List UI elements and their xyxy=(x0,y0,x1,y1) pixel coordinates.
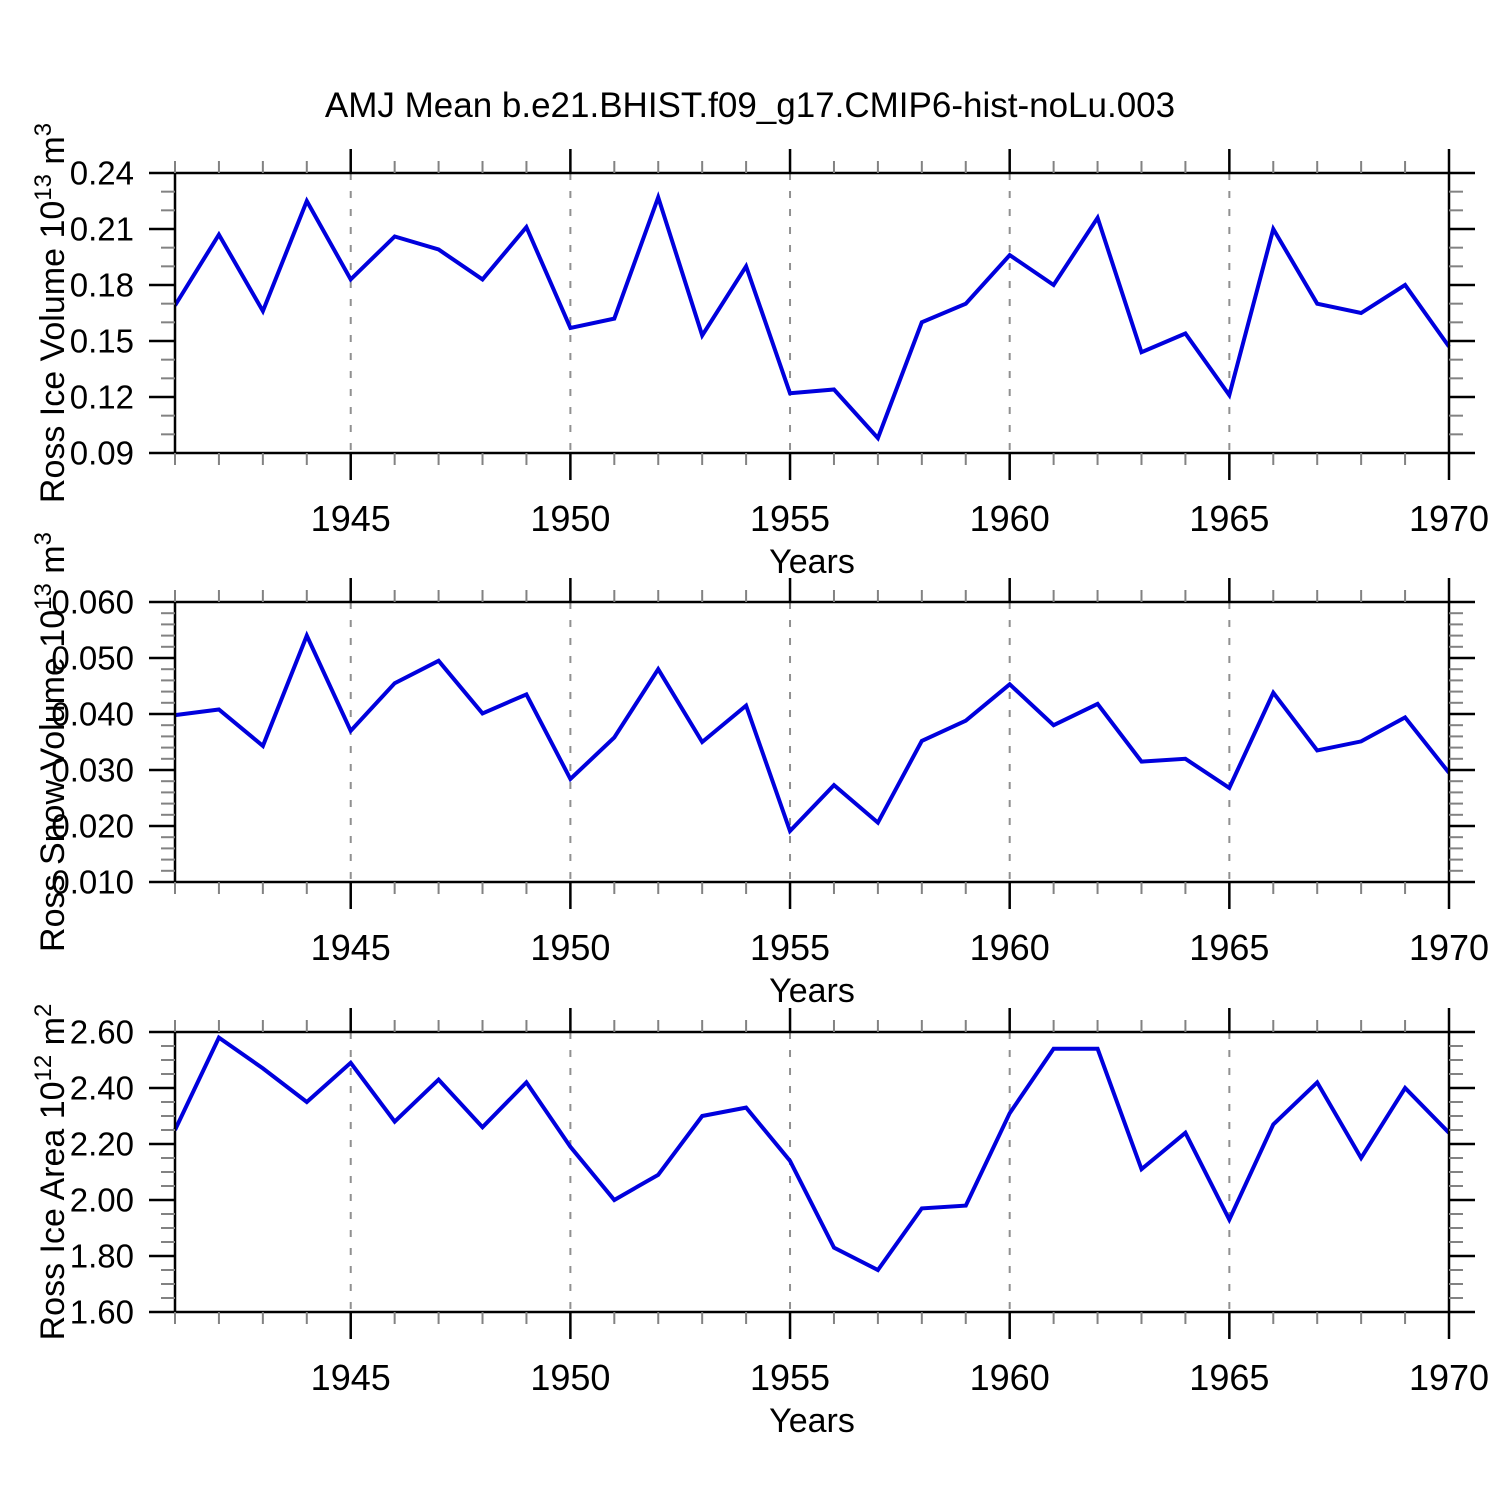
panel-ross-snow-volume: 0.010 0.020 0.030 0.040 0.050 0.060 1945 1950 19… xyxy=(30,532,1489,1010)
y-tick-label: 0.020 xyxy=(51,808,134,845)
x-axis-title: Years xyxy=(769,1402,855,1440)
figure-title: AMJ Mean b.e21.BHIST.f09_g17.CMIP6-hist-… xyxy=(324,86,1176,125)
x-tick-label: 1950 xyxy=(530,498,610,539)
x-tick-label: 1965 xyxy=(1189,498,1269,539)
y-tick-label: 0.09 xyxy=(70,435,134,472)
x-tick-label: 1945 xyxy=(311,927,391,968)
y-axis-title: Ross Ice Volume 1013 m3 xyxy=(30,123,72,503)
y-tick-label: 0.24 xyxy=(70,155,134,192)
x-tick-label: 1970 xyxy=(1409,498,1489,539)
y-tick-label: 0.030 xyxy=(51,752,134,789)
x-axis-title: Years xyxy=(769,543,855,581)
x-tick-label: 1960 xyxy=(970,498,1050,539)
y-tick-label: 0.040 xyxy=(51,696,134,733)
plot-box xyxy=(173,171,1451,455)
y-tick-label: 1.80 xyxy=(70,1238,134,1275)
x-tick-label: 1965 xyxy=(1189,927,1269,968)
y-axis-title: Ross Snow Volume 1013 m3 xyxy=(30,532,72,952)
y-tick-label: 0.18 xyxy=(70,267,134,304)
x-tick-label: 1955 xyxy=(750,1357,830,1398)
y-tick-label: 0.010 xyxy=(51,864,134,901)
plot-box xyxy=(173,600,1451,884)
x-tick-label: 1970 xyxy=(1409,1357,1489,1398)
y-tick-label: 2.40 xyxy=(70,1070,134,1107)
y-axis-title: Ross Ice Area 1012 m2 xyxy=(30,1004,72,1341)
ross-snow-volume-line xyxy=(174,630,1451,835)
panel-ross-ice-area: 1.60 1.80 2.00 2.20 2.40 2.60 1945 1950 1955 1960… xyxy=(30,1004,1489,1440)
y-tick-label: 2.20 xyxy=(70,1126,134,1163)
x-axis-title: Years xyxy=(769,972,855,1010)
y-tick-label: 2.00 xyxy=(70,1182,134,1219)
y-tick-label: 0.21 xyxy=(70,211,134,248)
x-tick-label: 1965 xyxy=(1189,1357,1269,1398)
panel-ross-ice-volume: 0.09 0.12 0.15 0.18 0.21 0.24 1945 1950 1955 1960… xyxy=(30,123,1489,581)
x-tick-label: 1960 xyxy=(970,1357,1050,1398)
y-tick-label: 2.60 xyxy=(70,1014,134,1051)
x-tick-label: 1950 xyxy=(530,1357,610,1398)
x-tick-label: 1970 xyxy=(1409,927,1489,968)
x-tick-label: 1945 xyxy=(311,498,391,539)
x-tick-label: 1955 xyxy=(750,498,830,539)
y-tick-label: 0.050 xyxy=(51,640,134,677)
plot-box xyxy=(173,1030,1451,1314)
x-tick-label: 1955 xyxy=(750,927,830,968)
y-tick-label: 1.60 xyxy=(70,1294,134,1331)
y-tick-label: 0.15 xyxy=(70,323,134,360)
x-tick-label: 1945 xyxy=(311,1357,391,1398)
x-tick-label: 1960 xyxy=(970,927,1050,968)
ross-ice-volume-line xyxy=(173,191,1451,442)
ross-ice-area-line xyxy=(173,1034,1451,1273)
x-tick-label: 1950 xyxy=(530,927,610,968)
y-tick-label: 0.060 xyxy=(51,584,134,621)
y-tick-label: 0.12 xyxy=(70,379,134,416)
